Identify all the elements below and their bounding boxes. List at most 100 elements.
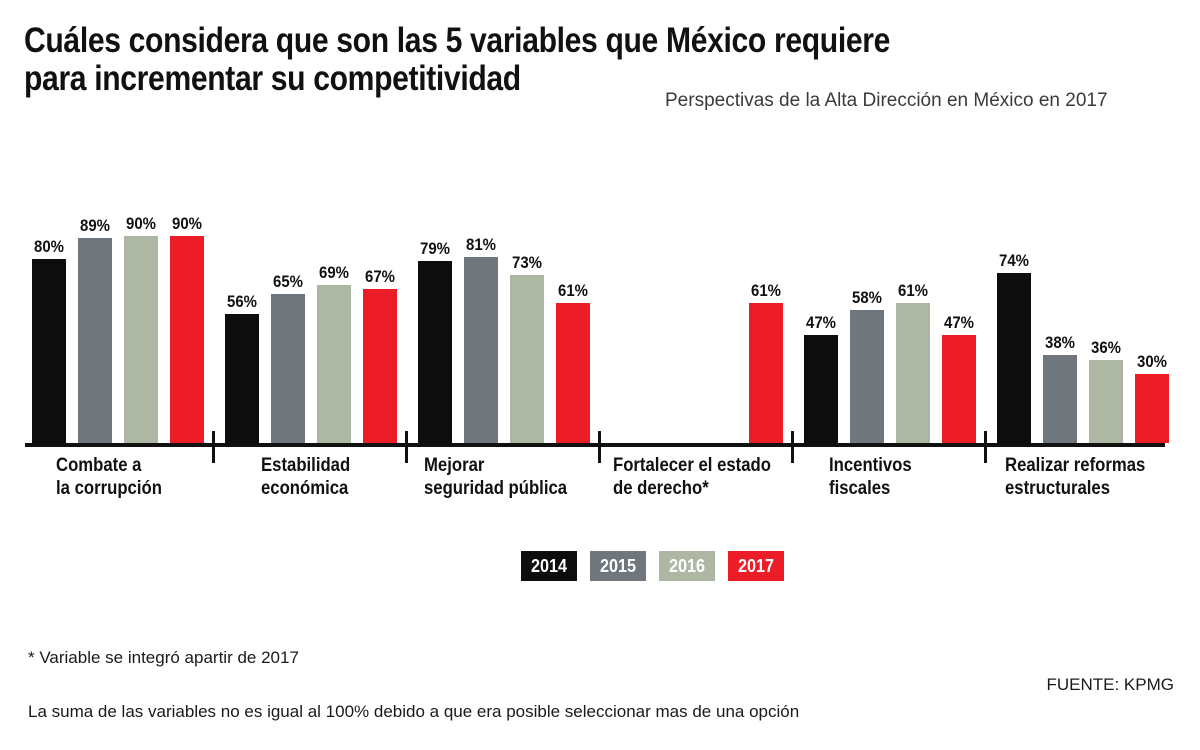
bar-wrap-2015 <box>657 150 691 443</box>
legend-label-2016: 2016 <box>668 555 706 576</box>
chart-legend: 2014 2015 2016 2017 <box>521 551 784 581</box>
bar-value-label: 36% <box>1091 338 1121 357</box>
bar-wrap-2016: 36% <box>1089 150 1123 443</box>
chart-plot-area: 80% 89% 90% 90% 56% 65% <box>25 150 1169 463</box>
legend-label-2015: 2015 <box>599 555 637 576</box>
bar-value-label: 73% <box>512 253 542 272</box>
bar-value-label: 81% <box>466 235 496 254</box>
bar-value-label: 69% <box>319 263 349 282</box>
bar-wrap-2014 <box>611 150 645 443</box>
bar-value-label: 58% <box>852 288 882 307</box>
bar-value-label: 47% <box>806 313 836 332</box>
group-separator-tick <box>984 431 987 463</box>
footnote-asterisk: * Variable se integró apartir de 2017 <box>28 648 299 667</box>
bar-value-label: 65% <box>273 272 303 291</box>
bar-wrap-2017: 67% <box>363 150 397 443</box>
bar-2014 <box>804 335 838 443</box>
category-label-realizar-reformas-estructurales: Realizar reformas estructurales <box>1005 455 1146 499</box>
chart-subtitle: Perspectivas de la Alta Dirección en Méx… <box>665 90 1108 111</box>
bar-2016 <box>1089 360 1123 443</box>
bar-wrap-2017: 30% <box>1135 150 1169 443</box>
bar-wrap-2014: 47% <box>804 150 838 443</box>
bar-wrap-2015: 81% <box>464 150 498 443</box>
bar-2017 <box>363 289 397 443</box>
bar-2015 <box>271 294 305 443</box>
bar-2014 <box>997 273 1031 443</box>
group-separator-tick <box>598 431 601 463</box>
legend-label-2017: 2017 <box>737 555 775 576</box>
bar-wrap-2014: 79% <box>418 150 452 443</box>
bar-value-label: 38% <box>1045 333 1075 352</box>
category-label-incentivos-fiscales: Incentivos fiscales <box>829 455 912 499</box>
bar-value-label: 80% <box>34 237 64 256</box>
bar-group-fortalecer-el-estado-de-derecho: 61% <box>611 150 789 443</box>
bar-group-estabilidad-economica: 56% 65% 69% 67% <box>225 150 403 443</box>
bar-2014 <box>225 314 259 443</box>
bar-2017 <box>749 303 783 443</box>
bar-wrap-2015: 58% <box>850 150 884 443</box>
bar-2016 <box>317 285 351 443</box>
chart-header: Cuáles considera que son las 5 variables… <box>24 21 1184 112</box>
bar-2015 <box>850 310 884 443</box>
bar-2014 <box>418 261 452 443</box>
bar-wrap-2017: 47% <box>942 150 976 443</box>
bar-value-label: 61% <box>751 281 781 300</box>
bar-wrap-2016: 61% <box>896 150 930 443</box>
bar-group-mejorar-seguridad-publica: 79% 81% 73% 61% <box>418 150 596 443</box>
footnote-sum: La suma de las variables no es igual al … <box>28 702 800 721</box>
group-separator-tick <box>212 431 215 463</box>
category-label-fortalecer-el-estado-de-derecho: Fortalecer el estado de derecho* <box>613 455 771 499</box>
bar-wrap-2015: 65% <box>271 150 305 443</box>
bar-wrap-2017: 61% <box>749 150 783 443</box>
bar-2016 <box>124 236 158 443</box>
bar-wrap-2015: 38% <box>1043 150 1077 443</box>
bar-value-label: 90% <box>172 214 202 233</box>
bar-wrap-2016: 69% <box>317 150 351 443</box>
legend-item-2014[interactable]: 2014 <box>521 551 577 581</box>
bar-wrap-2017: 61% <box>556 150 590 443</box>
bar-wrap-2016: 73% <box>510 150 544 443</box>
legend-label-2014: 2014 <box>530 555 568 576</box>
bar-wrap-2016 <box>703 150 737 443</box>
bar-2015 <box>464 257 498 443</box>
group-separator-tick <box>791 431 794 463</box>
category-label-mejorar-seguridad-publica: Mejorar seguridad pública <box>424 455 568 499</box>
bar-2016 <box>510 275 544 443</box>
bar-wrap-2014: 56% <box>225 150 259 443</box>
bar-2017 <box>170 236 204 443</box>
bar-value-label: 89% <box>80 216 110 235</box>
bar-value-label: 30% <box>1137 352 1167 371</box>
bar-wrap-2014: 80% <box>32 150 66 443</box>
legend-item-2017[interactable]: 2017 <box>728 551 784 581</box>
x-axis-line <box>25 443 1165 447</box>
bar-value-label: 67% <box>365 267 395 286</box>
bar-value-label: 47% <box>944 313 974 332</box>
bar-wrap-2014: 74% <box>997 150 1031 443</box>
bar-value-label: 56% <box>227 292 257 311</box>
bar-group-combate-a-la-corrupcion: 80% 89% 90% 90% <box>32 150 210 443</box>
bar-2015 <box>78 238 112 443</box>
bar-value-label: 79% <box>420 239 450 258</box>
category-label-combate-a-la-corrupcion: Combate a la corrupción <box>56 455 162 499</box>
bar-2015 <box>1043 355 1077 443</box>
bar-2017 <box>556 303 590 443</box>
bar-group-incentivos-fiscales: 47% 58% 61% 47% <box>804 150 982 443</box>
source-label: FUENTE: KPMG <box>1046 675 1174 694</box>
bar-value-label: 61% <box>898 281 928 300</box>
bar-2014 <box>32 259 66 443</box>
bar-2017 <box>1135 374 1169 443</box>
bar-value-label: 90% <box>126 214 156 233</box>
bar-group-realizar-reformas-estructurales: 74% 38% 36% 30% <box>997 150 1175 443</box>
bar-wrap-2015: 89% <box>78 150 112 443</box>
bar-wrap-2017: 90% <box>170 150 204 443</box>
category-label-estabilidad-economica: Estabilidad económica <box>261 455 351 499</box>
group-separator-tick <box>405 431 408 463</box>
legend-item-2015[interactable]: 2015 <box>590 551 646 581</box>
page-title: Cuáles considera que son las 5 variables… <box>24 21 891 98</box>
legend-item-2016[interactable]: 2016 <box>659 551 715 581</box>
bar-value-label: 74% <box>999 251 1029 270</box>
bar-2017 <box>942 335 976 443</box>
bar-value-label: 61% <box>558 281 588 300</box>
bar-wrap-2016: 90% <box>124 150 158 443</box>
bar-2016 <box>896 303 930 443</box>
